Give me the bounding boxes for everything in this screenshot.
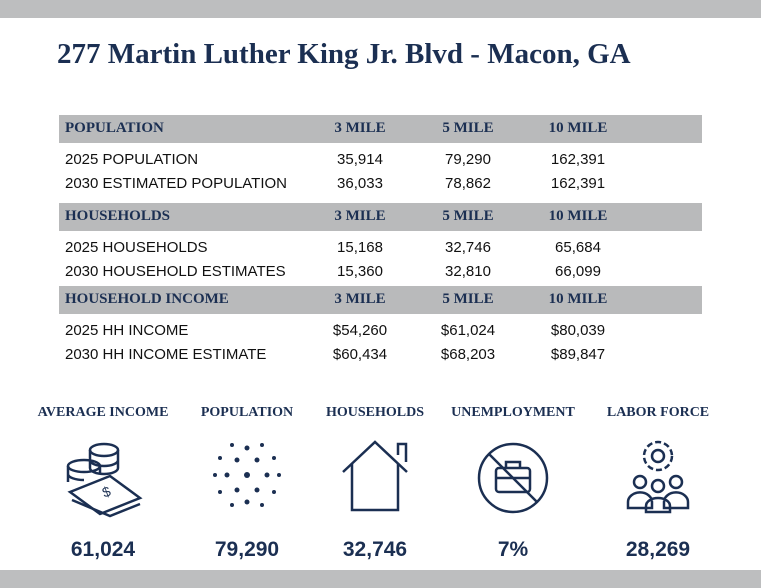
cell-value: 79,290 xyxy=(445,151,491,168)
column-header: 5 MILE xyxy=(442,120,494,136)
cell-value: 162,391 xyxy=(550,151,606,168)
income-icon: $ xyxy=(66,442,143,518)
bottom-bar xyxy=(0,570,761,588)
section-title: HOUSEHOLD INCOME xyxy=(65,291,229,307)
top-bar xyxy=(0,0,761,18)
cell-value: 162,391 xyxy=(550,175,606,192)
households-icon xyxy=(342,440,408,512)
cell-value: $68,203 xyxy=(440,346,496,363)
column-header: 10 MILE xyxy=(548,120,608,136)
stat-value: 32,746 xyxy=(342,538,408,561)
section-header-band xyxy=(59,286,702,314)
population-icon xyxy=(213,443,281,507)
row-label: 2030 HOUSEHOLD ESTIMATES xyxy=(65,263,286,280)
cell-value: 32,810 xyxy=(445,263,491,280)
column-header: 3 MILE xyxy=(334,120,386,136)
cell-value: 15,168 xyxy=(337,239,383,256)
row-label: 2025 HOUSEHOLDS xyxy=(65,239,208,256)
cell-value: 36,033 xyxy=(337,175,383,192)
stat-value: 79,290 xyxy=(214,538,280,561)
stat-label: POPULATION xyxy=(200,405,294,420)
icons: $ xyxy=(66,440,690,518)
column-header: 3 MILE xyxy=(334,291,386,307)
cell-value: 66,099 xyxy=(555,263,601,280)
cell-value: 15,360 xyxy=(337,263,383,280)
stat-label: HOUSEHOLDS xyxy=(325,405,425,420)
column-header: 5 MILE xyxy=(442,291,494,307)
cell-value: $54,260 xyxy=(332,322,388,339)
cell-value: 78,862 xyxy=(445,175,491,192)
cell-value: $61,024 xyxy=(440,322,496,339)
cell-value: 32,746 xyxy=(445,239,491,256)
section-header-band xyxy=(59,115,702,143)
column-header: 10 MILE xyxy=(548,291,608,307)
column-header: 5 MILE xyxy=(442,208,494,224)
row-label: 2025 HH INCOME xyxy=(65,322,189,339)
section-title: HOUSEHOLDS xyxy=(65,208,171,224)
stat-label: AVERAGE INCOME xyxy=(37,405,169,420)
unemployment-icon xyxy=(477,442,549,514)
labor-force-icon xyxy=(626,440,690,514)
column-header: 10 MILE xyxy=(548,208,608,224)
row-label: 2025 POPULATION xyxy=(65,151,199,168)
cell-value: $80,039 xyxy=(550,322,606,339)
svg-text:$: $ xyxy=(100,483,113,501)
cell-value: $60,434 xyxy=(332,346,388,363)
section-header-band xyxy=(59,203,702,231)
stat-value: 28,269 xyxy=(625,538,691,561)
row-label: 2030 ESTIMATED POPULATION xyxy=(65,175,288,192)
stat-label: UNEMPLOYMENT xyxy=(451,405,575,420)
stat-value: 61,024 xyxy=(70,538,136,561)
stat-value: 7% xyxy=(497,538,529,561)
section-title: POPULATION xyxy=(65,120,164,136)
row-label: 2030 HH INCOME ESTIMATE xyxy=(65,346,267,363)
title: 277 Martin Luther King Jr. Blvd - Macon,… xyxy=(57,38,631,70)
cell-value: 65,684 xyxy=(555,239,601,256)
cell-value: $89,847 xyxy=(550,346,606,363)
column-header: 3 MILE xyxy=(334,208,386,224)
cell-value: 35,914 xyxy=(337,151,383,168)
stat-label: LABOR FORCE xyxy=(606,405,710,420)
